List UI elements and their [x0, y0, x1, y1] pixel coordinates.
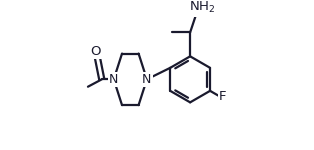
Text: N: N: [142, 73, 152, 86]
Text: F: F: [219, 90, 227, 103]
Text: O: O: [90, 45, 100, 58]
Text: N: N: [109, 73, 118, 86]
Text: NH$_2$: NH$_2$: [189, 0, 215, 15]
